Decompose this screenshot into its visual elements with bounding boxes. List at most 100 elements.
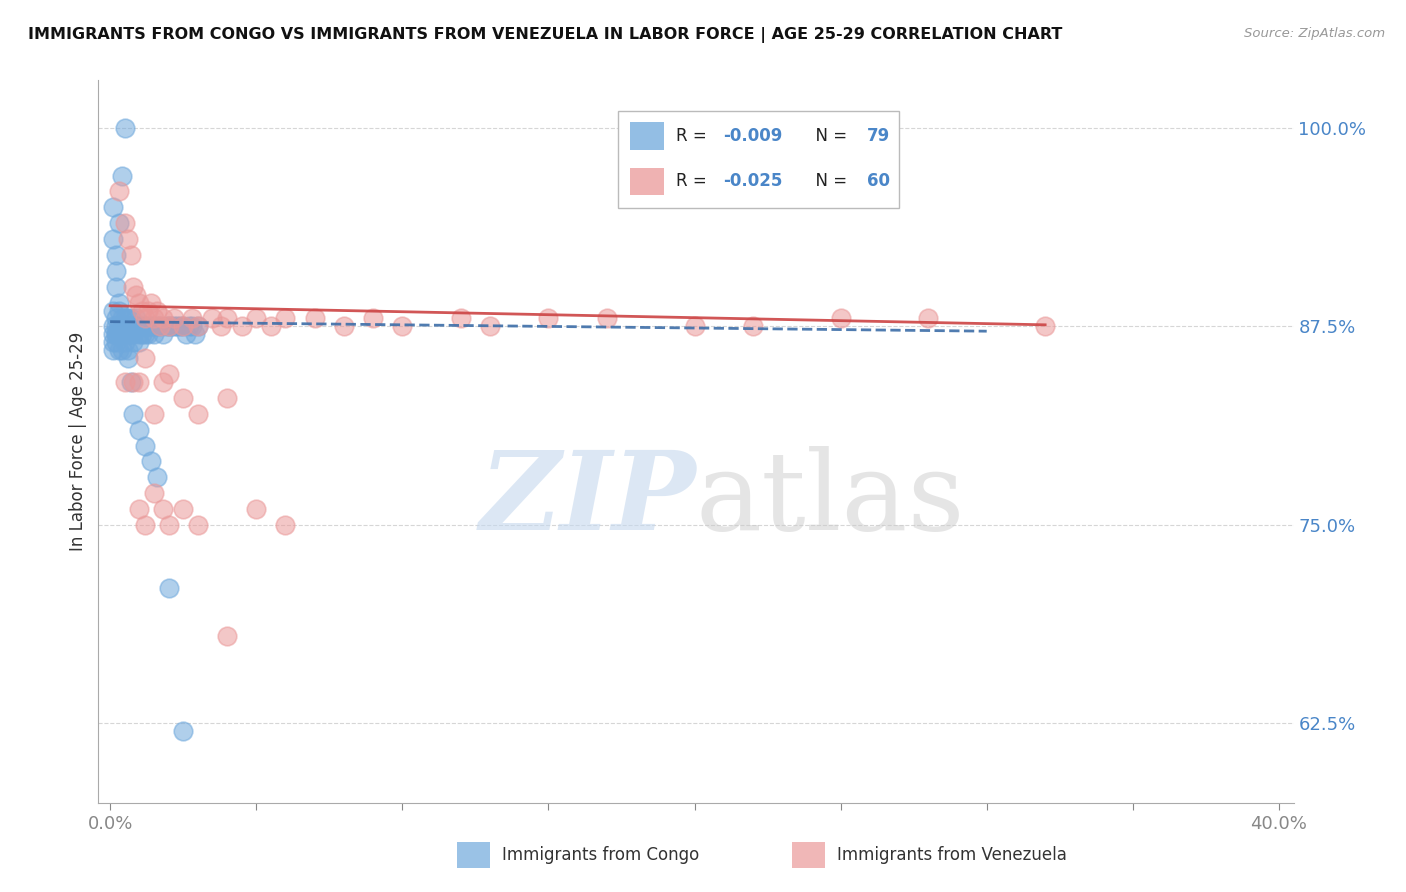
Point bbox=[231, 319, 253, 334]
Point bbox=[108, 216, 131, 230]
Point bbox=[245, 502, 267, 516]
Point bbox=[478, 319, 501, 334]
Point bbox=[187, 407, 209, 421]
Point bbox=[114, 120, 136, 135]
Point bbox=[104, 264, 127, 278]
Point bbox=[146, 470, 169, 484]
Point bbox=[114, 335, 136, 350]
Point bbox=[274, 517, 297, 532]
Point bbox=[122, 319, 145, 334]
Point bbox=[152, 375, 174, 389]
Point bbox=[128, 335, 150, 350]
Point bbox=[215, 311, 238, 326]
Y-axis label: In Labor Force | Age 25-29: In Labor Force | Age 25-29 bbox=[69, 332, 87, 551]
Point bbox=[157, 367, 180, 381]
Point bbox=[134, 319, 156, 334]
Point bbox=[117, 343, 139, 358]
Point bbox=[174, 327, 197, 342]
Point bbox=[260, 319, 283, 334]
Point bbox=[181, 311, 204, 326]
Point bbox=[101, 200, 124, 214]
Point bbox=[128, 295, 150, 310]
Point bbox=[131, 327, 153, 342]
Point bbox=[215, 391, 238, 405]
Point bbox=[117, 232, 139, 246]
Point bbox=[114, 327, 136, 342]
Point bbox=[101, 335, 124, 350]
Point bbox=[128, 502, 150, 516]
Point bbox=[139, 295, 162, 310]
Point bbox=[104, 248, 127, 262]
Point bbox=[215, 629, 238, 643]
FancyBboxPatch shape bbox=[630, 168, 664, 195]
Point bbox=[917, 311, 939, 326]
Point bbox=[136, 303, 159, 318]
Point bbox=[152, 502, 174, 516]
Point bbox=[152, 311, 174, 326]
Text: -0.025: -0.025 bbox=[724, 172, 783, 190]
Point bbox=[184, 327, 207, 342]
Point bbox=[131, 319, 153, 334]
Text: -0.009: -0.009 bbox=[724, 127, 783, 145]
Point bbox=[111, 169, 134, 183]
Text: Source: ZipAtlas.com: Source: ZipAtlas.com bbox=[1244, 27, 1385, 40]
Point bbox=[111, 343, 134, 358]
Point bbox=[104, 327, 127, 342]
Text: atlas: atlas bbox=[696, 446, 966, 553]
Point bbox=[146, 319, 169, 334]
Point bbox=[128, 319, 150, 334]
Point bbox=[128, 327, 150, 342]
Point bbox=[177, 319, 200, 334]
Point bbox=[111, 327, 134, 342]
Point bbox=[128, 423, 150, 437]
Point bbox=[157, 582, 180, 596]
Point bbox=[157, 319, 180, 334]
Text: 60: 60 bbox=[868, 172, 890, 190]
Point bbox=[172, 319, 194, 334]
Point bbox=[742, 319, 765, 334]
Point bbox=[201, 311, 224, 326]
Point bbox=[274, 311, 297, 326]
FancyBboxPatch shape bbox=[792, 842, 825, 868]
Point bbox=[122, 375, 145, 389]
Point bbox=[157, 517, 180, 532]
Text: R =: R = bbox=[676, 172, 711, 190]
Point bbox=[122, 407, 145, 421]
Point bbox=[108, 327, 131, 342]
Point bbox=[596, 311, 619, 326]
Point bbox=[114, 216, 136, 230]
Point bbox=[104, 335, 127, 350]
Point bbox=[104, 311, 127, 326]
Point bbox=[139, 319, 162, 334]
Point bbox=[104, 279, 127, 293]
Point bbox=[131, 303, 153, 318]
Point bbox=[163, 319, 186, 334]
Point bbox=[120, 319, 142, 334]
Point bbox=[157, 319, 180, 334]
Point bbox=[166, 319, 188, 334]
Point bbox=[830, 311, 852, 326]
Point bbox=[134, 517, 156, 532]
Point bbox=[114, 319, 136, 334]
Point bbox=[128, 375, 150, 389]
Point bbox=[149, 319, 172, 334]
Point bbox=[245, 311, 267, 326]
FancyBboxPatch shape bbox=[619, 111, 900, 208]
Point bbox=[172, 391, 194, 405]
Point bbox=[117, 327, 139, 342]
Text: R =: R = bbox=[676, 127, 711, 145]
Point bbox=[537, 311, 560, 326]
Point bbox=[125, 319, 148, 334]
Point bbox=[142, 311, 165, 326]
Point bbox=[125, 311, 148, 326]
Text: Immigrants from Venezuela: Immigrants from Venezuela bbox=[837, 846, 1067, 863]
Point bbox=[172, 319, 194, 334]
Point bbox=[139, 454, 162, 468]
Point bbox=[683, 319, 706, 334]
Point bbox=[361, 311, 384, 326]
Point bbox=[160, 319, 183, 334]
Point bbox=[134, 351, 156, 366]
Text: IMMIGRANTS FROM CONGO VS IMMIGRANTS FROM VENEZUELA IN LABOR FORCE | AGE 25-29 CO: IMMIGRANTS FROM CONGO VS IMMIGRANTS FROM… bbox=[28, 27, 1063, 43]
FancyBboxPatch shape bbox=[630, 122, 664, 150]
Point bbox=[108, 295, 131, 310]
